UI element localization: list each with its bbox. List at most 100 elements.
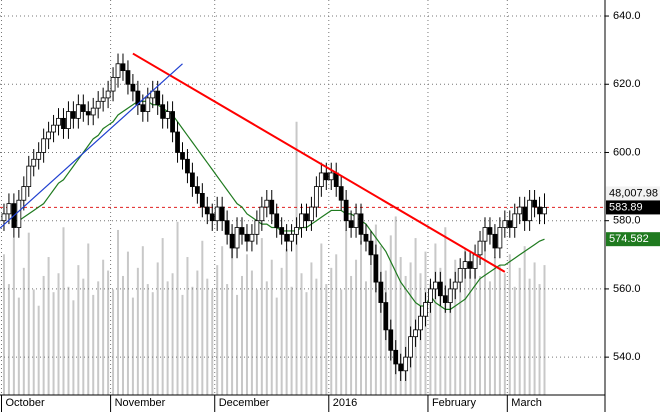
- x-tick-label: October: [5, 397, 44, 409]
- candle-body: [522, 206, 528, 222]
- volume-bar: [330, 267, 333, 395]
- volume-label: 48,007.98: [609, 187, 658, 199]
- x-tick-label: February: [432, 397, 477, 409]
- volume-bar: [121, 275, 124, 395]
- candle-body: [61, 117, 66, 129]
- volume-bar: [67, 286, 70, 395]
- candle-body: [318, 172, 324, 187]
- volume-bar: [186, 257, 189, 395]
- x-tick-label: March: [511, 397, 542, 409]
- candle-body: [418, 315, 423, 331]
- volume-bar: [37, 305, 40, 395]
- candle-body: [125, 70, 131, 85]
- volume-bar: [245, 254, 248, 395]
- volume-bar: [439, 267, 442, 395]
- candle-body: [204, 206, 210, 215]
- volume-bar: [360, 240, 363, 395]
- candle-body: [90, 107, 96, 116]
- candle-body: [313, 186, 319, 208]
- candle-body: [487, 227, 493, 235]
- candle-body: [100, 97, 106, 102]
- candle-body: [51, 124, 56, 133]
- candle-body: [165, 111, 171, 119]
- candle-body: [209, 213, 215, 222]
- volume-bar: [464, 248, 467, 395]
- candle-body: [517, 206, 523, 215]
- candle-body: [66, 111, 71, 129]
- candle-body: [492, 233, 498, 249]
- candle-body: [234, 227, 240, 249]
- volume-bar: [250, 270, 253, 395]
- volume-bar: [102, 259, 105, 395]
- candle-body: [363, 233, 369, 242]
- volume-bar: [399, 257, 402, 395]
- volume-bar: [126, 251, 129, 395]
- candle-body: [130, 83, 136, 92]
- candle-body: [46, 131, 51, 140]
- volume-bar: [429, 284, 432, 395]
- candle-body: [21, 186, 27, 201]
- candle-body: [269, 199, 275, 215]
- volume-bar: [335, 254, 338, 395]
- volume-bar: [42, 275, 45, 395]
- candle-body: [472, 254, 478, 269]
- candle-body: [373, 254, 379, 283]
- candle-body: [328, 172, 334, 181]
- volume-bar: [7, 284, 10, 395]
- volume-bar: [479, 275, 482, 395]
- y-tick-label: 540.0: [613, 351, 641, 363]
- volume-bar: [364, 281, 367, 395]
- candle-body: [442, 295, 448, 303]
- volume-bar: [226, 284, 229, 395]
- y-tick-label: 580.0: [613, 215, 641, 227]
- candle-body: [423, 302, 428, 317]
- volume-bar: [117, 229, 120, 395]
- candle-body: [115, 63, 121, 78]
- volume-bar: [434, 243, 437, 395]
- volume-bar: [27, 232, 30, 395]
- volume-bar: [216, 265, 219, 395]
- candle-body: [299, 213, 304, 228]
- candle-body: [353, 213, 359, 228]
- candle-body: [194, 186, 200, 194]
- candle-body: [214, 206, 220, 222]
- candle-body: [294, 227, 299, 235]
- volume-bar: [181, 294, 184, 395]
- volume-bar: [493, 257, 496, 395]
- candle-body: [358, 213, 364, 235]
- x-tick-label: November: [115, 397, 166, 409]
- candle-body: [185, 158, 190, 174]
- candle-body: [26, 165, 32, 187]
- volume-bar: [22, 267, 25, 395]
- volume-bar: [528, 278, 531, 395]
- y-tick-label: 560.0: [613, 283, 641, 295]
- volume-bar: [141, 246, 144, 395]
- volume-bar: [72, 300, 75, 395]
- candle-body: [1, 213, 7, 222]
- candle-body: [160, 104, 166, 119]
- candle-body: [527, 199, 533, 222]
- candle-body: [110, 77, 116, 92]
- volume-bar: [12, 238, 15, 395]
- volume-bar: [231, 232, 234, 395]
- volume-bar: [414, 238, 417, 395]
- volume-bar: [345, 229, 348, 395]
- volume-bar: [136, 267, 139, 395]
- candle-body: [497, 227, 503, 249]
- candle-body: [403, 356, 409, 372]
- x-tick-label: December: [219, 397, 270, 409]
- candle-body: [393, 349, 399, 365]
- candle-body: [259, 206, 265, 222]
- candle-body: [333, 172, 339, 187]
- candle-body: [85, 111, 91, 116]
- volume-bar: [107, 270, 110, 395]
- candle-body: [532, 199, 537, 208]
- volume-bar: [305, 292, 308, 395]
- volume-bar: [374, 224, 377, 395]
- candle-body: [309, 206, 314, 222]
- candle-body: [452, 281, 458, 290]
- candle-body: [224, 220, 230, 235]
- candle-body: [512, 213, 518, 228]
- volume-bar: [265, 281, 268, 395]
